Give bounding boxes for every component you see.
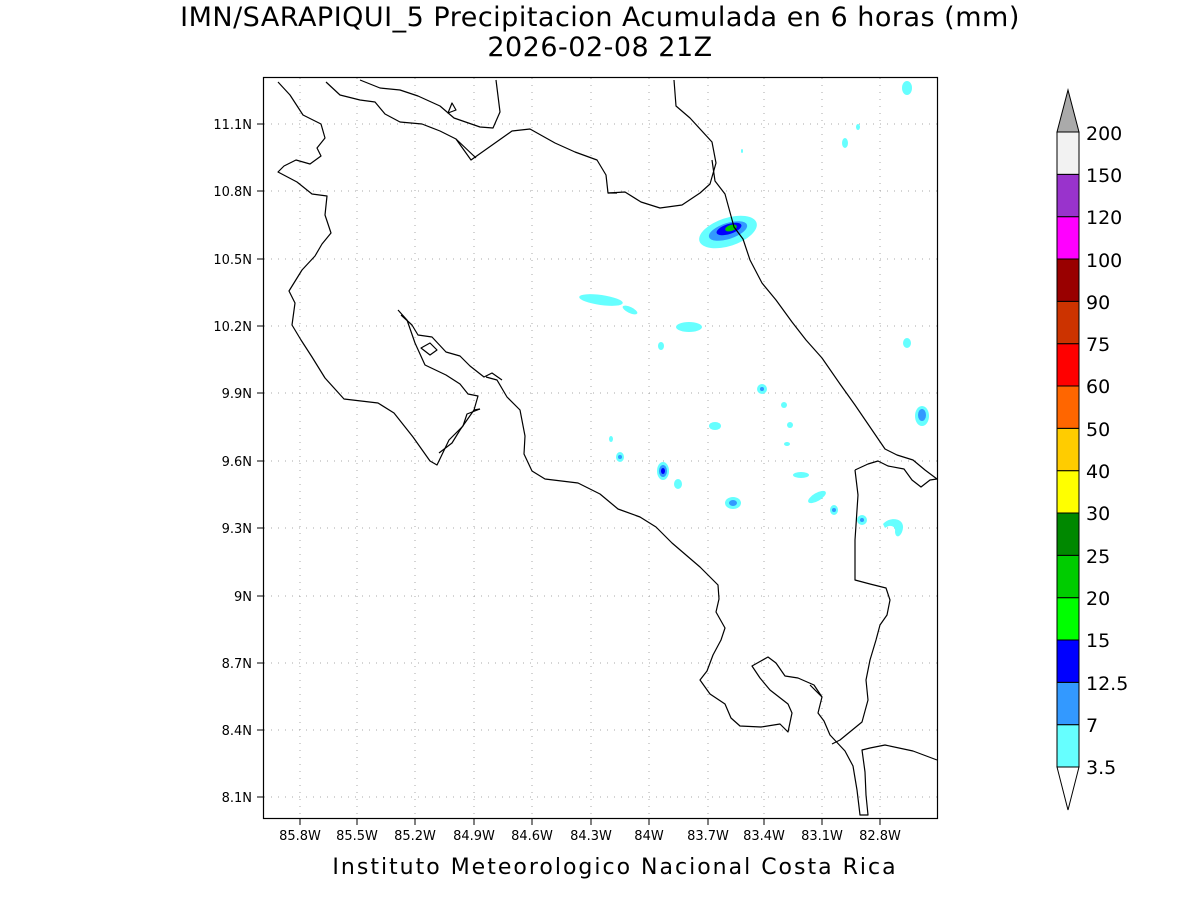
lon-tick-label: 83.1W [801,829,843,844]
colorbar-box [1056,131,1080,175]
lat-tick-label: 9N [234,590,252,605]
lat-tick-labels: 11.1N 10.8N 10.5N 10.2N 9.9N 9.6N 9.3N 9… [213,118,252,806]
colorbar-box [1056,597,1080,641]
precip-cell-sarapiqui-east [622,305,638,315]
colorbar-box [1056,512,1080,556]
lat-tick-label: 8.1N [222,791,252,806]
colorbar-label: 200 [1086,123,1122,145]
colorbar-label: 90 [1086,292,1110,314]
colorbar-box [1056,173,1080,218]
lon-tick-label: 83.4W [743,829,785,844]
colorbar-box [1056,385,1080,429]
colorbar: 3.5 7 12.5 15 20 25 30 40 50 60 75 90 10… [1056,88,1128,811]
colorbar-boxes [1056,131,1080,768]
precip-cell-small-5 [781,402,787,408]
precip-cell-west [616,452,624,462]
lon-tick-label: 84.9W [453,829,495,844]
footer-credit: Instituto Meteorologico Nacional Costa R… [332,855,898,880]
colorbar-min-triangle [1056,766,1080,811]
lon-tick-label: 85.8W [279,829,321,844]
tick-marks [257,123,881,825]
precip-cell-small-4 [709,422,721,430]
colorbar-label: 100 [1086,250,1122,272]
precip-cell-southeast-arc [883,519,904,537]
colorbar-max-triangle [1056,88,1080,133]
colorbar-box [1056,300,1080,345]
lon-tick-label: 84.3W [570,829,612,844]
precip-cell-small-7 [784,442,790,446]
coastlines-borders [277,79,938,816]
colorbar-label: 20 [1086,588,1110,610]
precip-cell-small-1 [658,342,664,350]
grid-lines [264,78,937,818]
colorbar-label: 150 [1086,165,1122,187]
lon-tick-label: 84W [634,829,664,844]
lat-tick-label: 10.5N [213,253,252,268]
colorbar-label: 40 [1086,461,1110,483]
colorbar-label: 50 [1086,419,1110,441]
colorbar-box [1056,216,1080,260]
precip-cell-small-8 [793,472,809,478]
precip-cell-small-6 [787,422,793,428]
precip-cell-small-12 [842,138,848,148]
colorbar-label: 3.5 [1086,757,1116,779]
precip-cell-south-central [725,497,741,509]
lat-tick-label: 10.2N [213,320,252,335]
precip-cell-caribbean [915,406,929,426]
precip-cell-small-10 [903,338,911,348]
lat-tick-label: 8.4N [222,724,252,739]
lon-tick-label: 85.5W [336,829,378,844]
colorbar-label: 75 [1086,334,1110,356]
precip-cell-central-north [676,322,702,332]
lon-tick-labels: 85.8W 85.5W 85.2W 84.9W 84.6W 84.3W 84W … [279,829,901,844]
lat-tick-label: 9.6N [222,455,252,470]
colorbar-label: 120 [1086,207,1122,229]
precip-cell-central [657,462,669,480]
map-datetime: 2026-02-08 21Z [487,32,713,63]
lat-tick-label: 8.7N [222,657,252,672]
lon-tick-label: 84.6W [511,829,553,844]
colorbar-label: 15 [1086,630,1110,652]
precip-cell-small-3 [609,436,613,442]
precip-cell-small-14 [741,149,743,153]
colorbar-labels: 3.5 7 12.5 15 20 25 30 40 50 60 75 90 10… [1086,123,1128,779]
precip-cell-small-9 [808,490,826,504]
map-title: IMN/SARAPIQUI_5 Precipitacion Acumulada … [180,2,1020,33]
precip-cell-north-max [699,215,757,249]
colorbar-box [1056,681,1080,726]
precip-cell-small-11 [902,81,912,95]
colorbar-box [1056,554,1080,599]
colorbar-label: 30 [1086,503,1110,525]
colorbar-label: 60 [1086,376,1110,398]
lat-tick-label: 9.3N [222,522,252,537]
lat-tick-label: 11.1N [213,118,252,133]
colorbar-box [1056,724,1080,768]
colorbar-label: 12.5 [1086,673,1128,695]
colorbar-label: 7 [1086,715,1098,737]
precip-cell-sarapiqui [579,294,623,306]
colorbar-box [1056,427,1080,472]
colorbar-label: 25 [1086,546,1110,568]
map-frame [262,76,939,820]
lon-tick-label: 83.7W [687,829,729,844]
precip-cell-small-2 [674,479,682,489]
colorbar-box [1056,470,1080,514]
lat-tick-label: 10.8N [213,185,252,200]
precip-cell-small-13 [856,124,860,130]
precipitation-patches [579,81,929,537]
colorbar-box [1056,639,1080,683]
lon-tick-label: 85.2W [394,829,436,844]
precip-cell-limon-inland [757,384,767,394]
lat-tick-label: 9.9N [222,387,252,402]
colorbar-box [1056,258,1080,302]
lon-tick-label: 82.8W [859,829,901,844]
precip-cell-southeast-1 [830,505,838,515]
colorbar-box [1056,343,1080,387]
precip-cell-southeast-2 [857,515,867,525]
